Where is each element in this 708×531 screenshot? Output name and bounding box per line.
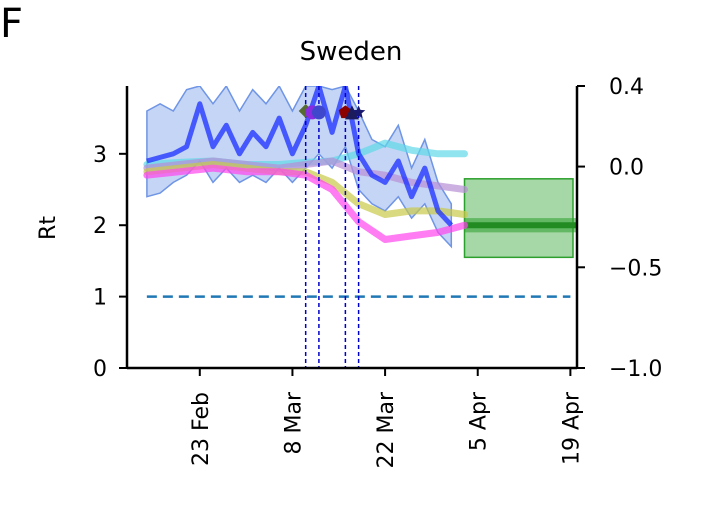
- x-tick-label-2: 22 Mar: [374, 391, 399, 468]
- intervention-marker-6: [352, 105, 366, 119]
- y-tick-label-3: 3: [93, 143, 107, 168]
- chart-title: Sweden: [300, 37, 403, 67]
- series-line-5: [143, 164, 468, 243]
- y-right-tick-label-0: 0.4: [609, 75, 644, 100]
- y-axis-label: Rt: [36, 216, 61, 240]
- y-tick-label-1: 1: [93, 286, 107, 311]
- series-line-1: [146, 86, 454, 227]
- y-right-tick-label-2: −0.5: [609, 256, 662, 281]
- x-tick-label-1: 8 Mar: [281, 391, 306, 454]
- y-right-tick-label-3: −1.0: [609, 357, 662, 382]
- intervention-marker-3: [311, 105, 326, 120]
- x-tick-label-4: 19 Apr: [559, 391, 584, 465]
- y-right-tick-label-1: 0.0: [609, 156, 644, 181]
- x-tick-label-0: 23 Feb: [189, 392, 214, 466]
- x-tick-label-3: 5 Apr: [467, 391, 492, 451]
- y-tick-label-0: 0: [93, 357, 107, 382]
- y-tick-label-2: 2: [93, 214, 107, 239]
- plot-area: 0 1 2 3 0.4 0.0 −0.5 −1.0 23 Feb 8 Mar 22 Mar 5 Apr…: [93, 75, 662, 469]
- panel-label: F: [0, 1, 23, 47]
